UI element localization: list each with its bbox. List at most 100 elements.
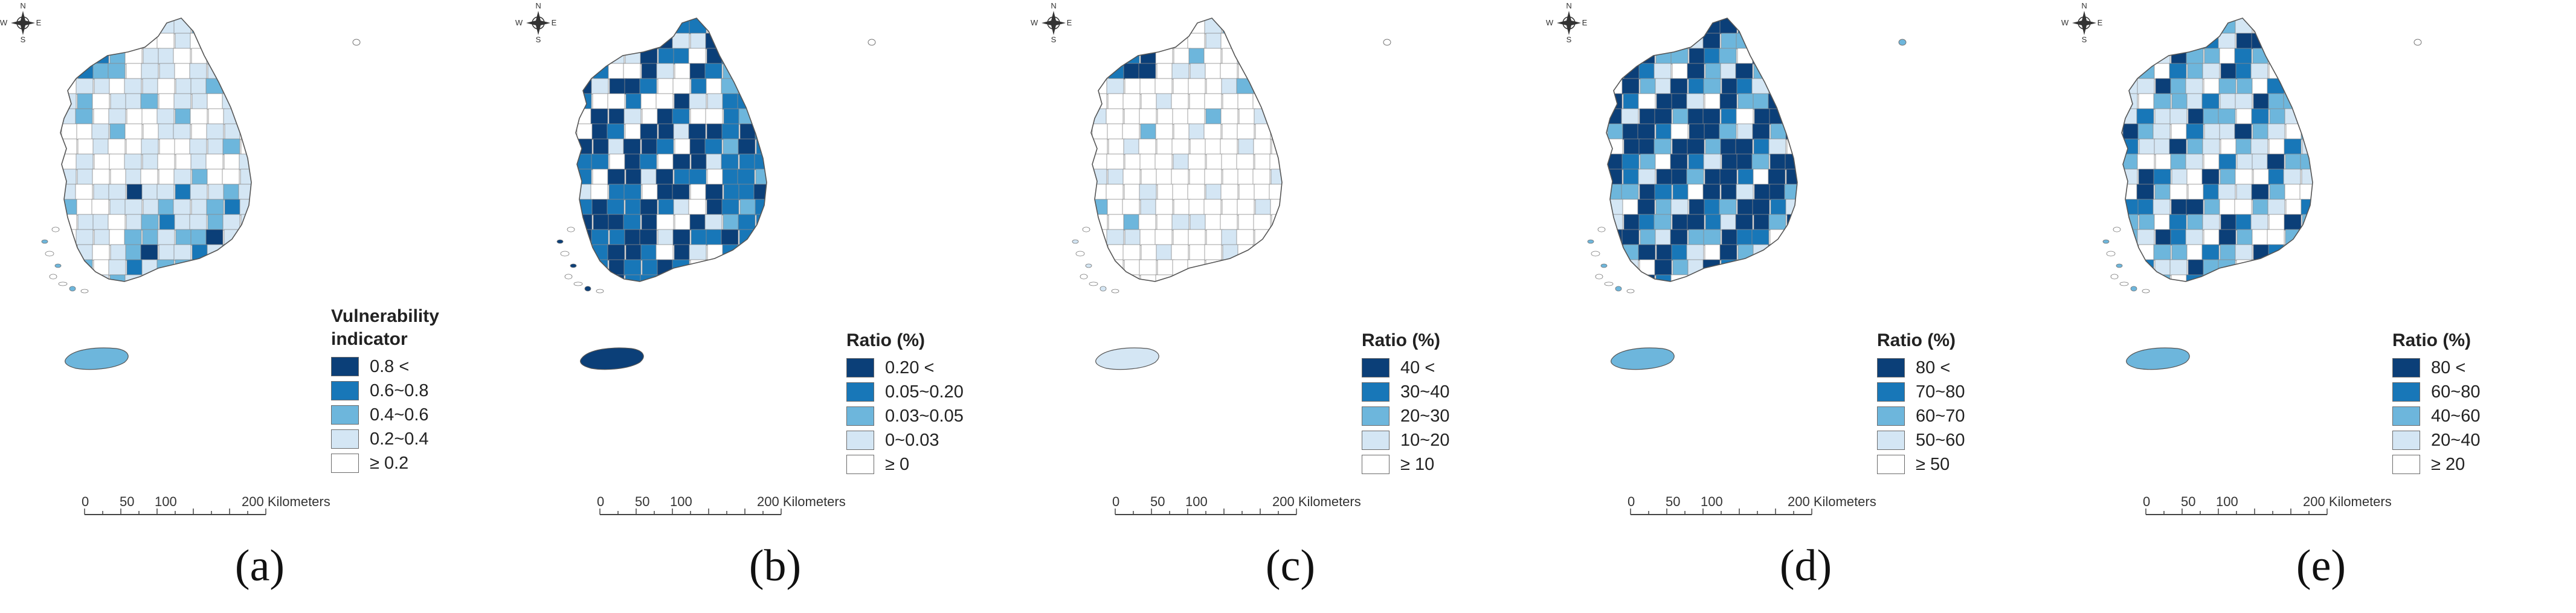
district-region <box>657 229 675 246</box>
district-region <box>157 78 175 95</box>
legend-list: 0.8 < 0.6~0.8 0.4~0.6 0.2~0.4 ≥ 0.2 <box>331 355 512 475</box>
district-region <box>705 184 723 201</box>
district-region <box>2171 244 2189 261</box>
district-region <box>92 93 110 110</box>
coastline <box>575 18 767 282</box>
district-region <box>721 229 739 246</box>
district-region <box>75 33 93 50</box>
district-region <box>92 138 111 155</box>
district-region <box>591 229 609 246</box>
legend-list: 40 < 30~40 20~30 10~20 ≥ 10 <box>1362 356 1543 477</box>
district-region <box>1655 48 1673 65</box>
district-region <box>1091 33 1109 50</box>
district-region <box>608 108 626 125</box>
district-region <box>141 108 159 125</box>
district-region <box>1784 33 1797 50</box>
district-region <box>1786 63 1797 80</box>
district-region <box>2122 184 2139 201</box>
legend-label: ≥ 10 <box>1400 454 1435 474</box>
district-region <box>109 199 127 216</box>
district-region <box>2202 63 2220 80</box>
district-region <box>1138 214 1156 231</box>
district-region <box>60 244 77 261</box>
district-region <box>2203 259 2221 276</box>
district-region <box>707 93 725 110</box>
district-region <box>1672 214 1690 231</box>
district-region <box>1720 138 1738 155</box>
district-region <box>755 123 767 140</box>
district-region <box>222 18 240 34</box>
district-region <box>2251 259 2269 276</box>
district-region <box>674 244 692 261</box>
legend-item: 40~60 <box>2392 404 2574 428</box>
district-region <box>124 199 143 216</box>
district-region <box>1623 214 1641 231</box>
legend-label: 0.4~0.6 <box>370 405 429 425</box>
district-region <box>2186 274 2204 281</box>
district-region <box>2218 78 2236 95</box>
district-region <box>94 153 112 170</box>
district-region <box>1654 184 1672 201</box>
legend-item: 0.8 < <box>331 355 512 379</box>
district-region <box>690 108 708 125</box>
district-region <box>1220 33 1238 50</box>
district-region <box>1108 214 1126 231</box>
district-region <box>173 168 192 185</box>
district-region <box>756 63 767 80</box>
district-region <box>142 153 160 170</box>
district-region <box>1770 274 1788 281</box>
district-region <box>624 229 642 246</box>
district-region <box>1704 244 1722 261</box>
district-region <box>2234 199 2252 216</box>
district-region <box>2219 48 2237 65</box>
district-region <box>707 168 725 185</box>
district-region <box>2236 78 2255 95</box>
district-region <box>91 199 109 216</box>
district-region <box>158 199 176 216</box>
district-region <box>1140 48 1158 65</box>
district-region <box>76 153 94 170</box>
district-region <box>76 274 94 281</box>
district-region <box>76 78 94 95</box>
district-region <box>2136 108 2154 125</box>
legend-swatch <box>846 358 874 377</box>
district-region <box>1702 108 1721 125</box>
district-region <box>706 48 724 65</box>
legend-item: 0.2~0.4 <box>331 427 512 451</box>
island <box>584 286 591 292</box>
district-region <box>1686 93 1704 110</box>
district-region <box>2122 123 2140 140</box>
district-region <box>1204 93 1222 110</box>
legend-label: ≥ 50 <box>1916 454 1950 474</box>
legend-swatch <box>1362 455 1389 474</box>
district-region <box>1107 274 1125 281</box>
district-region <box>1238 214 1256 231</box>
panel-caption: (d) <box>1779 541 1832 591</box>
district-region <box>224 78 242 95</box>
district-region <box>1606 168 1623 185</box>
district-region <box>1106 108 1124 125</box>
district-region <box>1270 93 1282 110</box>
district-region <box>2139 214 2157 231</box>
district-region <box>140 18 158 34</box>
compass-letter-e: E <box>1582 18 1588 27</box>
island <box>596 289 604 294</box>
district-region <box>2171 48 2189 65</box>
scale-bar <box>84 509 266 515</box>
district-region <box>1091 168 1107 185</box>
district-region <box>590 33 608 50</box>
district-region <box>206 48 224 65</box>
legend-swatch <box>1877 358 1905 377</box>
legend: Ratio (%) 0.20 < 0.05~0.20 0.03~0.05 0~0… <box>846 329 1028 477</box>
district-region <box>108 184 126 201</box>
district-region <box>1107 123 1125 140</box>
map-panel-e: N S E W Ratio (%) 80 < 60~80 40~60 20~40 ≥ … <box>2061 0 2576 613</box>
district-region <box>2236 184 2254 201</box>
district-region <box>1654 33 1672 50</box>
island <box>1080 274 1088 280</box>
island <box>1591 251 1600 257</box>
district-region <box>1753 168 1771 185</box>
legend-swatch <box>1362 406 1389 426</box>
district-region <box>2138 18 2156 34</box>
district-region <box>126 33 144 50</box>
